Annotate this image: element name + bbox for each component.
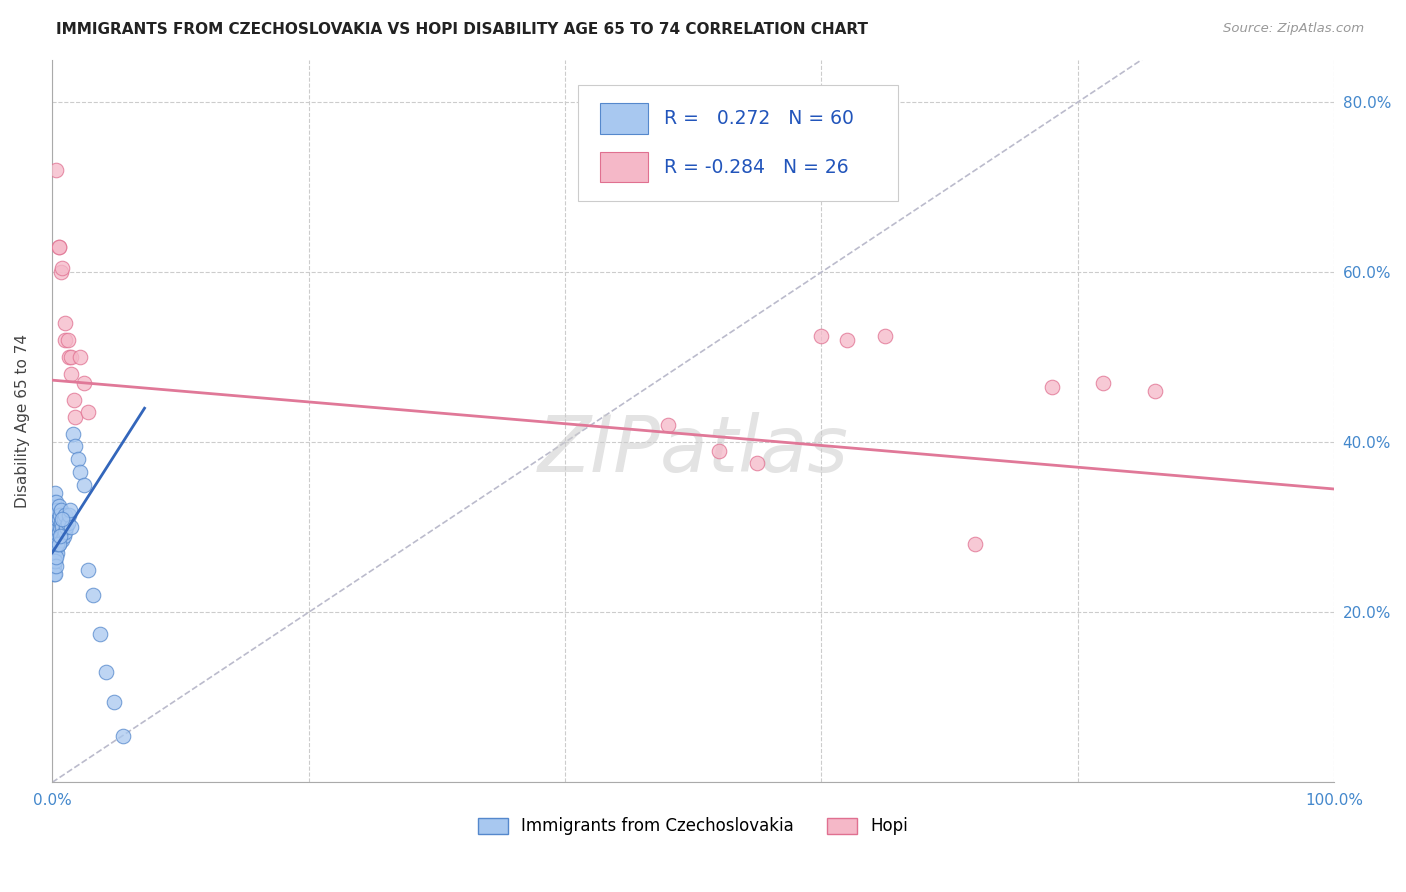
Point xyxy=(51,520,73,534)
Point xyxy=(52,529,75,543)
Point xyxy=(657,418,679,433)
Point xyxy=(44,516,66,530)
Point xyxy=(49,533,72,547)
Point xyxy=(51,533,73,547)
Point xyxy=(875,329,897,343)
Point xyxy=(66,452,89,467)
Text: Source: ZipAtlas.com: Source: ZipAtlas.com xyxy=(1223,22,1364,36)
Point xyxy=(62,426,84,441)
Point xyxy=(42,546,65,560)
Text: ZIPatlas: ZIPatlas xyxy=(537,412,849,488)
Point xyxy=(965,537,987,551)
Point xyxy=(51,512,73,526)
Point xyxy=(44,529,66,543)
Point xyxy=(46,546,69,560)
Point xyxy=(51,516,73,530)
Point xyxy=(60,520,83,534)
Point xyxy=(51,503,73,517)
Point xyxy=(56,516,79,530)
Point xyxy=(82,588,104,602)
Point xyxy=(45,520,67,534)
Point xyxy=(44,554,66,568)
Point xyxy=(46,503,69,517)
Point xyxy=(42,524,65,539)
Point xyxy=(42,495,65,509)
Point xyxy=(53,524,76,539)
Point xyxy=(60,368,83,382)
Point xyxy=(65,409,87,424)
Y-axis label: Disability Age 65 to 74: Disability Age 65 to 74 xyxy=(15,334,30,508)
Text: R = -0.284   N = 26: R = -0.284 N = 26 xyxy=(664,158,848,177)
Point xyxy=(77,405,100,419)
Point xyxy=(45,549,67,564)
Point xyxy=(42,508,65,522)
Point xyxy=(53,333,76,347)
Point xyxy=(44,537,66,551)
Point xyxy=(52,512,75,526)
Point xyxy=(103,695,125,709)
Point xyxy=(58,508,80,522)
Point xyxy=(48,240,70,254)
Point xyxy=(77,563,100,577)
Point xyxy=(1040,380,1063,394)
Point xyxy=(747,457,769,471)
Point xyxy=(46,529,69,543)
Point xyxy=(44,567,66,582)
Point xyxy=(55,520,77,534)
Point xyxy=(835,333,858,347)
Point xyxy=(45,541,67,556)
Point xyxy=(810,329,832,343)
Text: IMMIGRANTS FROM CZECHOSLOVAKIA VS HOPI DISABILITY AGE 65 TO 74 CORRELATION CHART: IMMIGRANTS FROM CZECHOSLOVAKIA VS HOPI D… xyxy=(56,22,869,37)
Point xyxy=(707,443,730,458)
Point xyxy=(56,333,79,347)
Point xyxy=(48,512,70,526)
Point xyxy=(48,240,70,254)
Point xyxy=(53,316,76,330)
Point xyxy=(45,533,67,547)
Point xyxy=(51,529,73,543)
Point xyxy=(46,537,69,551)
Point xyxy=(1092,376,1115,390)
Text: R =   0.272   N = 60: R = 0.272 N = 60 xyxy=(664,109,853,128)
Point xyxy=(42,567,65,582)
Point xyxy=(51,265,73,279)
Point xyxy=(45,508,67,522)
Point xyxy=(44,503,66,517)
Point xyxy=(73,477,96,491)
Point xyxy=(1143,384,1166,399)
Point xyxy=(69,350,91,364)
FancyBboxPatch shape xyxy=(578,85,898,201)
Point xyxy=(49,508,72,522)
FancyBboxPatch shape xyxy=(599,152,648,182)
Point xyxy=(44,486,66,500)
Point xyxy=(49,520,72,534)
Point xyxy=(42,558,65,573)
Point xyxy=(60,350,83,364)
Point xyxy=(58,350,80,364)
Point xyxy=(51,260,73,275)
Point xyxy=(65,440,87,454)
Point xyxy=(48,537,70,551)
Point xyxy=(69,465,91,479)
Point xyxy=(111,729,134,743)
Point xyxy=(48,537,70,551)
Point xyxy=(73,376,96,390)
Point xyxy=(89,626,111,640)
Point xyxy=(45,495,67,509)
Point xyxy=(63,392,86,407)
Point xyxy=(46,512,69,526)
Point xyxy=(45,558,67,573)
Point xyxy=(45,163,67,178)
Point xyxy=(48,499,70,513)
FancyBboxPatch shape xyxy=(599,103,648,134)
Legend: Immigrants from Czechoslovakia, Hopi: Immigrants from Czechoslovakia, Hopi xyxy=(478,817,908,836)
Point xyxy=(49,529,72,543)
Point xyxy=(48,524,70,539)
Point xyxy=(53,508,76,522)
Point xyxy=(59,503,82,517)
Point xyxy=(94,665,117,679)
